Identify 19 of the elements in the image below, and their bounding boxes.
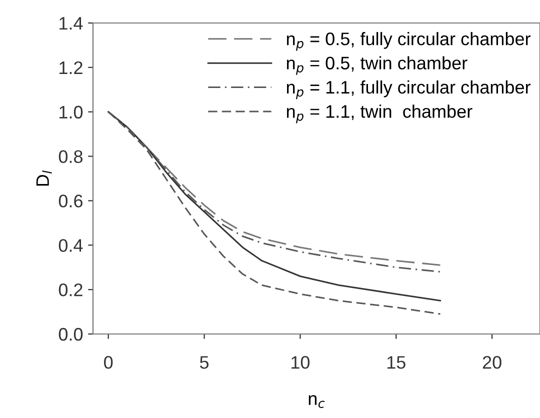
y-tick-label: 0.0 xyxy=(58,328,83,341)
x-tick-label: 15 xyxy=(387,356,406,369)
legend-label: n$_{p}$ = 1.1, fully circular chamber xyxy=(286,80,530,100)
legend-label: n$_{p}$ = 0.5, fully circular chamber xyxy=(286,32,530,51)
x-tick-label: 20 xyxy=(482,356,502,369)
y-tick-label: 1.0 xyxy=(60,106,83,119)
y-tick-label: 0.4 xyxy=(58,239,83,252)
y-tick-label: 0.2 xyxy=(58,284,82,296)
legend-label: n$_{p}$ = 1.1, twin chamber xyxy=(286,104,472,124)
legend-label: n$_{p}$ = 0.5, twin chamber xyxy=(286,56,468,75)
y-tick-label: 0.6 xyxy=(58,194,82,208)
x-tick-label: 5 xyxy=(200,356,209,369)
y-tick-label: 1.4 xyxy=(60,17,83,30)
y-tick-label: 0.8 xyxy=(58,150,82,164)
x-axis-title: n$_{c}$ xyxy=(308,395,325,408)
y-tick-label: 1.2 xyxy=(60,61,82,74)
x-tick-label: 10 xyxy=(292,356,310,369)
x-tick-label: 0 xyxy=(104,356,113,369)
y-axis-title: D$_{l}$ xyxy=(36,170,52,186)
